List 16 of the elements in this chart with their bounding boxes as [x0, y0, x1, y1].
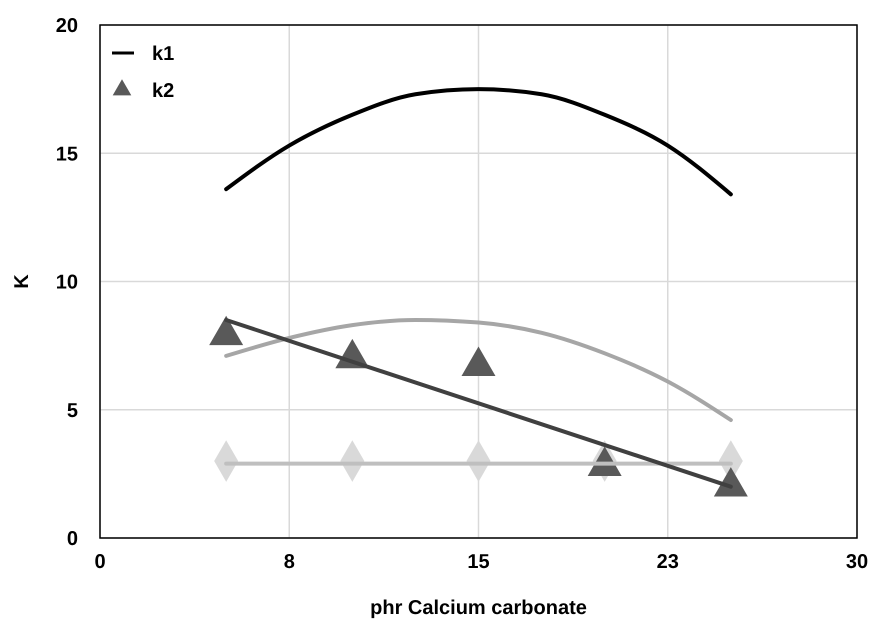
legend-label: k1: [152, 43, 174, 65]
x-axis-title: phr Calcium carbonate: [370, 597, 587, 619]
y-tick-label: 10: [56, 272, 78, 294]
line-series: [224, 318, 733, 422]
x-tick-label: 8: [284, 551, 295, 573]
line-series: [224, 87, 733, 196]
y-tick-label: 0: [66, 528, 78, 550]
y-tick-label: 15: [56, 143, 78, 166]
x-tick-label: 15: [467, 551, 490, 573]
x-tick-label: 30: [846, 551, 868, 573]
y-tick-label: 20: [56, 15, 78, 37]
x-tick-label: 23: [656, 551, 679, 573]
y-tick-label: 5: [66, 400, 78, 422]
x-tick-label: 0: [94, 551, 106, 573]
legend-label: k2: [152, 80, 174, 102]
y-axis-title: K: [11, 274, 33, 289]
